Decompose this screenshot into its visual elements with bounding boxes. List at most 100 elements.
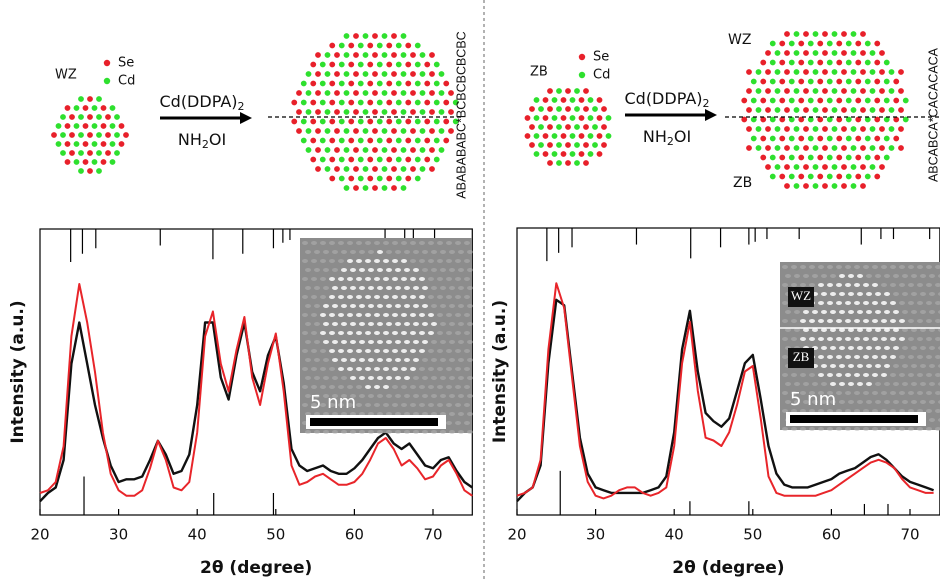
atom-dot [864,154,871,161]
tem-fringe [410,277,416,281]
tem-fringe [341,430,347,434]
atom-dot [343,90,350,96]
tem-fringe [323,250,329,254]
tem-fringe [893,346,899,350]
atom-dot [822,88,828,94]
tem-fringe [419,349,425,353]
tem-fringe [404,376,410,380]
tem-fringe [917,373,923,377]
atom-dot [438,109,445,115]
tem-fringe [386,286,392,290]
tem-fringe [368,340,374,344]
tem-fringe [350,376,356,380]
tem-fringe [926,337,932,341]
atom-dot [338,42,345,49]
tem-fringe [809,427,815,431]
atom-dot [793,69,800,75]
atom-dot [864,173,871,180]
tem-fringe [839,400,845,404]
atom-dot [807,116,814,123]
atom-dot [803,69,809,75]
tem-fringe [812,274,818,278]
tem-fringe [428,313,434,317]
atom-dot [798,116,805,123]
tem-fringe [827,391,833,395]
atom-dot [779,78,786,85]
atom-dot [565,124,571,130]
atom-dot [376,42,383,49]
tem-fringe [359,286,365,290]
atom-dot [831,145,838,151]
tem-fringe [401,403,407,407]
atom-dot [836,154,843,161]
atom-dot [105,114,111,120]
tem-fringe [917,355,923,359]
tem-fringe [359,268,365,272]
tem-fringe [314,304,320,308]
atom-dot [760,59,767,66]
tem-fringe [830,346,836,350]
atom-dot [583,106,589,112]
tem-fringe [884,310,890,314]
tem-fringe [467,394,473,398]
atom-dot [784,31,790,37]
tem-fringe [392,385,398,389]
tem-fringe [440,340,446,344]
tem-fringe [830,364,836,368]
atom-dot [788,40,795,47]
tem-fringe [395,268,401,272]
atom-dot [746,126,752,132]
tem-fringe [845,373,851,377]
tem-fringe [848,310,854,314]
atom-dot [779,154,786,161]
tem-fringe [347,331,353,335]
atom-dot [860,69,866,75]
atom-dot [902,97,909,104]
tem-fringe [872,283,878,287]
x-axis-title: 2θ (degree) [200,558,312,578]
reductant-label: NH2OI [178,130,226,152]
tem-fringe [893,382,899,386]
atom-dot [596,151,603,157]
tem-fringe [854,265,860,269]
tem-fringe [323,286,329,290]
atom-dot [118,141,125,147]
atom-dot [793,31,800,37]
atom-dot [769,40,776,47]
tem-fringe [845,391,851,395]
atom-dot [386,61,393,68]
tem-fringe [305,268,311,272]
atom-dot [841,126,847,132]
tem-fringe [464,349,470,353]
tem-fringe [800,373,806,377]
atom-dot [893,78,900,85]
atom-dot [91,105,98,111]
tem-fringe [377,286,383,290]
atom-dot [329,118,336,125]
tem-fringe [320,349,326,353]
tem-fringe [455,313,461,317]
tem-fringe [440,394,446,398]
atom-dot [334,71,340,77]
atom-dot [386,42,393,49]
tem-fringe [803,328,809,332]
tem-fringe [899,373,905,377]
tem-fringe [449,340,455,344]
atom-dot [353,33,359,39]
x-tick-label: 60 [345,526,364,544]
atom-dot [338,156,345,163]
tem-fringe [341,322,347,326]
tem-fringe [302,241,308,245]
atom-dot [362,185,369,191]
tem-fringe [365,295,371,299]
atom-dot [888,126,895,132]
tem-fringe [839,328,845,332]
tem-fringe [386,358,392,362]
scale-bar [310,418,438,426]
tem-fringe [365,331,371,335]
tem-fringe [848,274,854,278]
tem-fringe [446,331,452,335]
tem-fringe [884,292,890,296]
tem-fringe [893,310,899,314]
tem-fringe [383,367,389,371]
